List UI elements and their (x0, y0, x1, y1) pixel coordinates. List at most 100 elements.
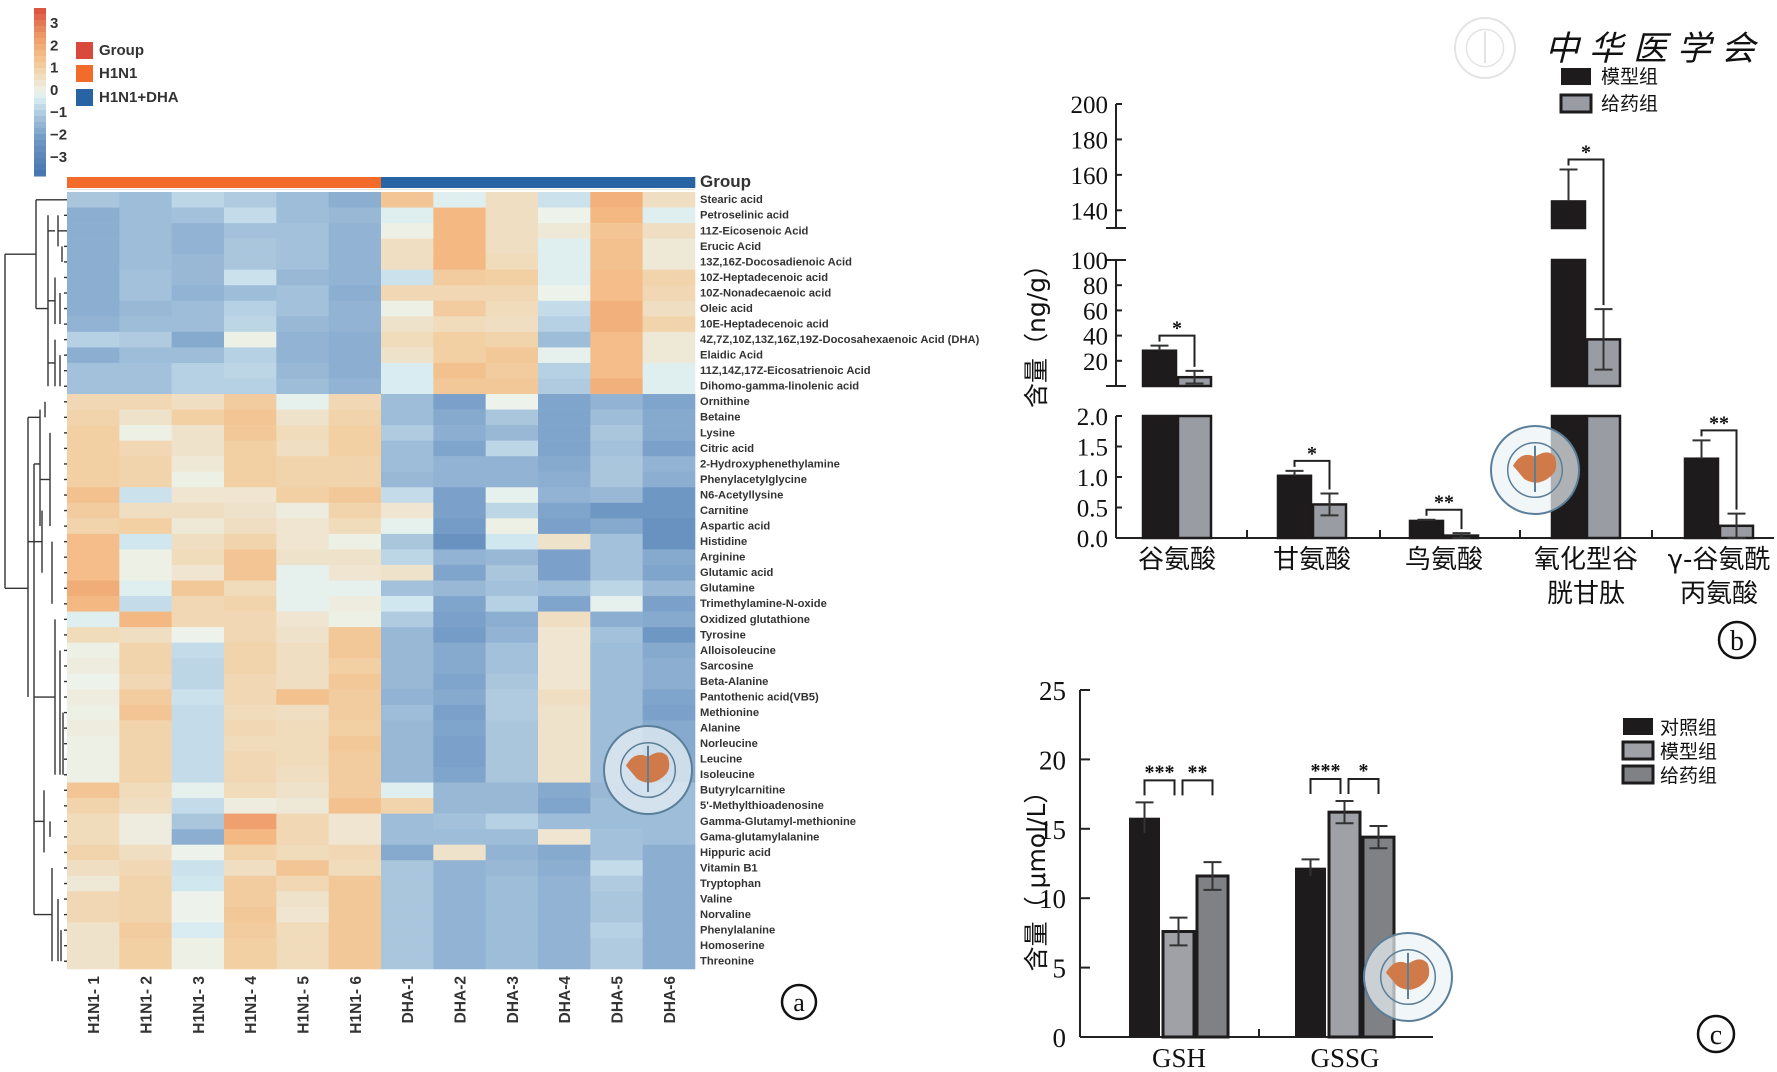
heatmap-cell (119, 564, 172, 581)
heatmap-cell (224, 285, 277, 302)
heatmap-cell (642, 533, 696, 550)
heatmap-cell (119, 844, 172, 861)
row-label: Pantothenic acid(VB5) (700, 691, 819, 703)
heatmap-cell (642, 362, 696, 379)
heatmap-cell (590, 689, 643, 706)
heatmap-cell (485, 285, 539, 302)
heatmap-cell (381, 735, 434, 752)
heatmap-cell (119, 347, 172, 364)
heatmap-cell (276, 704, 329, 721)
colorbar-segment (34, 26, 46, 33)
heatmap-cell (276, 207, 329, 224)
heatmap-cell (224, 362, 277, 379)
row-label: Beta-Alanine (700, 676, 768, 688)
heatmap-cell (381, 953, 434, 970)
heatmap-cell (381, 798, 434, 814)
heatmap-cell (642, 471, 696, 488)
heatmap-cell (433, 285, 486, 302)
heatmap-cell (328, 300, 382, 317)
heatmap-cell (433, 502, 486, 519)
heatmap-cell (485, 844, 539, 861)
heatmap-cell (381, 378, 434, 395)
heatmap-cell (224, 378, 277, 395)
row-label: Methionine (700, 707, 759, 719)
row-label: 10E-Heptadecenoic acid (700, 319, 829, 331)
heatmap-cell (119, 953, 172, 970)
legend-label-model: 模型组 (1601, 66, 1658, 88)
heatmap-cell (381, 642, 434, 659)
heatmap-cell (67, 471, 120, 488)
group-bar-cell (171, 177, 225, 188)
panel-label-b: b (1730, 626, 1744, 657)
heatmap-cell (485, 362, 539, 379)
row-label: Dihomo-gamma-linolenic acid (700, 381, 859, 393)
heatmap-cell (171, 735, 225, 752)
heatmap-cell (538, 362, 591, 379)
row-label: Arginine (700, 552, 745, 564)
row-label: Ornithine (700, 396, 750, 408)
heatmap-cell (171, 192, 225, 208)
heatmap-cell (276, 735, 329, 752)
heatmap-cell (171, 440, 225, 457)
heatmap-cell (119, 316, 172, 333)
colorbar-segment (34, 92, 46, 99)
colorbar-tick-label: 3 (50, 15, 58, 32)
y-tick-label: 160 (1071, 163, 1109, 190)
colorbar-tick-label: 2 (50, 37, 58, 54)
heatmap-cell (328, 704, 382, 721)
group-bar-cell (276, 177, 329, 188)
heatmap-cell (642, 844, 696, 861)
heatmap-cell (590, 269, 643, 286)
heatmap-cell (276, 223, 329, 239)
heatmap-cell (276, 192, 329, 208)
heatmap-cell (67, 533, 120, 550)
heatmap-cell (67, 223, 120, 239)
heatmap-cell (590, 533, 643, 550)
heatmap-cell (224, 922, 277, 939)
significance-bracket (1567, 158, 1605, 306)
heatmap-cell (276, 658, 329, 675)
row-label: 4Z,7Z,10Z,13Z,16Z,19Z-Docosahexaenoic Ac… (700, 334, 980, 346)
heatmap-cell (538, 891, 591, 908)
heatmap-cell (433, 922, 486, 939)
heatmap-cell (276, 487, 329, 504)
seal-inner-ring (619, 741, 677, 799)
heatmap-cell (538, 658, 591, 675)
x-category-label: 甘氨酸 (1273, 545, 1351, 575)
heatmap-cell (171, 285, 225, 302)
colorbar-segment (34, 128, 46, 135)
heatmap-cell (485, 192, 539, 208)
row-label: Phenylacetylglycine (700, 474, 807, 486)
heatmap-cell (328, 829, 382, 845)
heatmap-cell (485, 596, 539, 612)
heatmap-cell (171, 844, 225, 861)
heatmap-cell (642, 502, 696, 519)
heatmap-cell (590, 891, 643, 908)
heatmap-cell (171, 425, 225, 441)
heatmap-cell (485, 456, 539, 473)
heatmap-cell (538, 751, 591, 768)
row-label: 5'-Methylthioadenosine (700, 800, 824, 812)
row-label: Gama-glutamylalanine (700, 831, 819, 843)
row-label: Tryptophan (700, 878, 761, 890)
heatmap-cell (538, 394, 591, 410)
heatmap-cell (590, 409, 643, 426)
heatmap-cell (485, 782, 539, 799)
heatmap-cell (276, 844, 329, 861)
heatmap-cell (67, 704, 120, 721)
heatmap-cell (119, 502, 172, 519)
y-tick-label: 2.0 (1077, 404, 1108, 431)
row-label: Vitamin B1 (700, 862, 758, 874)
heatmap-cell (642, 549, 696, 566)
heatmap-cell (276, 409, 329, 426)
heatmap-cell (433, 782, 486, 799)
heatmap-cell (67, 331, 120, 348)
heatmap-cell (538, 937, 591, 954)
heatmap-cell (485, 922, 539, 939)
heatmap-cell (224, 673, 277, 690)
heatmap-cell (328, 953, 382, 970)
heatmap-cell (642, 238, 696, 255)
heatmap-cell (328, 331, 382, 348)
heatmap-cell (171, 207, 225, 224)
